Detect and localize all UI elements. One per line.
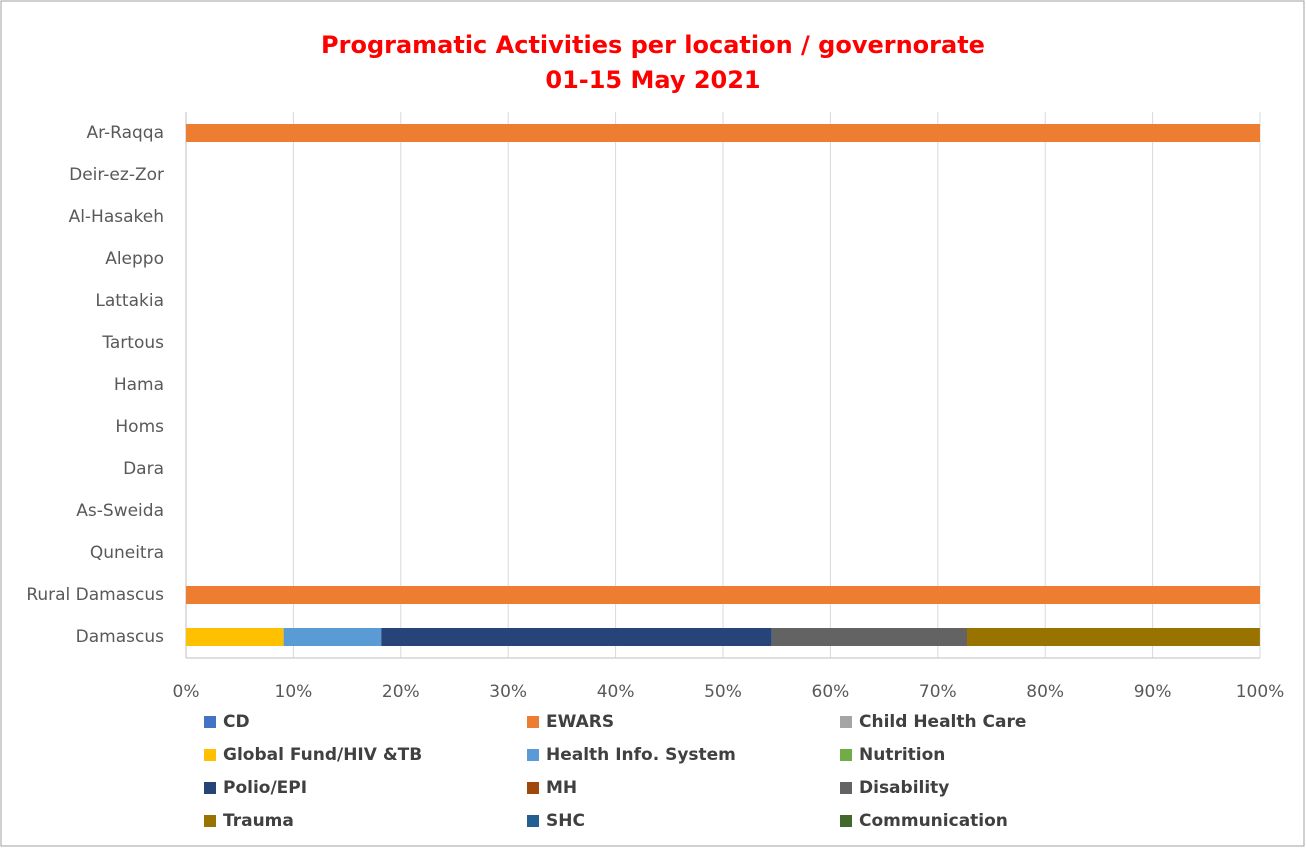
bar-segment — [283, 628, 382, 646]
bar-segment — [967, 628, 1260, 646]
legend-swatch — [204, 716, 216, 728]
legend-swatch — [840, 716, 852, 728]
x-tick-label: 80% — [1026, 682, 1064, 702]
x-tick-label: 10% — [275, 682, 313, 702]
x-tick-label: 100% — [1236, 682, 1285, 702]
x-tick-label: 50% — [704, 682, 742, 702]
chart-title: Programatic Activities per location / go… — [321, 31, 985, 59]
bar-segment — [186, 628, 284, 646]
y-tick-label: As-Sweida — [76, 501, 164, 521]
bar-segment — [771, 628, 968, 646]
x-tick-label: 20% — [382, 682, 420, 702]
legend-label: Health Info. System — [546, 745, 736, 765]
y-tick-label: Rural Damascus — [26, 585, 164, 605]
y-tick-label: Tartous — [101, 333, 164, 353]
legend-label: SHC — [546, 811, 585, 831]
legend-label: Communication — [859, 811, 1008, 831]
legend-swatch — [840, 815, 852, 827]
legend-swatch — [204, 815, 216, 827]
x-tick-label: 40% — [597, 682, 635, 702]
legend-swatch — [527, 782, 539, 794]
legend-swatch — [840, 749, 852, 761]
y-tick-label: Aleppo — [105, 249, 164, 269]
y-tick-label: Quneitra — [90, 543, 164, 563]
y-tick-label: Lattakia — [95, 291, 164, 311]
chart-subtitle: 01-15 May 2021 — [545, 66, 760, 94]
legend-swatch — [527, 815, 539, 827]
bar-segment — [186, 124, 1260, 142]
legend-label: CD — [223, 712, 250, 732]
y-tick-label: Deir-ez-Zor — [69, 165, 164, 185]
x-tick-label: 70% — [919, 682, 957, 702]
y-tick-label: Homs — [115, 417, 164, 437]
legend-swatch — [840, 782, 852, 794]
legend-swatch — [204, 749, 216, 761]
legend-label: Polio/EPI — [223, 778, 307, 798]
y-tick-label: Damascus — [76, 627, 164, 647]
legend-label: MH — [546, 778, 577, 798]
y-tick-label: Hama — [114, 375, 164, 395]
legend-swatch — [527, 749, 539, 761]
legend-swatch — [527, 716, 539, 728]
x-tick-label: 0% — [173, 682, 200, 702]
x-tick-label: 60% — [812, 682, 850, 702]
y-tick-label: Ar-Raqqa — [86, 123, 164, 143]
legend-label: EWARS — [546, 712, 614, 732]
legend-label: Trauma — [223, 811, 294, 831]
y-tick-label: Dara — [123, 459, 164, 479]
y-tick-label: Al-Hasakeh — [69, 207, 164, 227]
x-tick-label: 30% — [489, 682, 527, 702]
legend-label: Child Health Care — [859, 712, 1026, 732]
x-tick-label: 90% — [1134, 682, 1172, 702]
bar-segment — [381, 628, 772, 646]
legend-label: Nutrition — [859, 745, 945, 765]
legend-label: Disability — [859, 778, 949, 798]
bar-segment — [186, 586, 1260, 604]
legend-swatch — [204, 782, 216, 794]
legend-label: Global Fund/HIV &TB — [223, 745, 422, 765]
